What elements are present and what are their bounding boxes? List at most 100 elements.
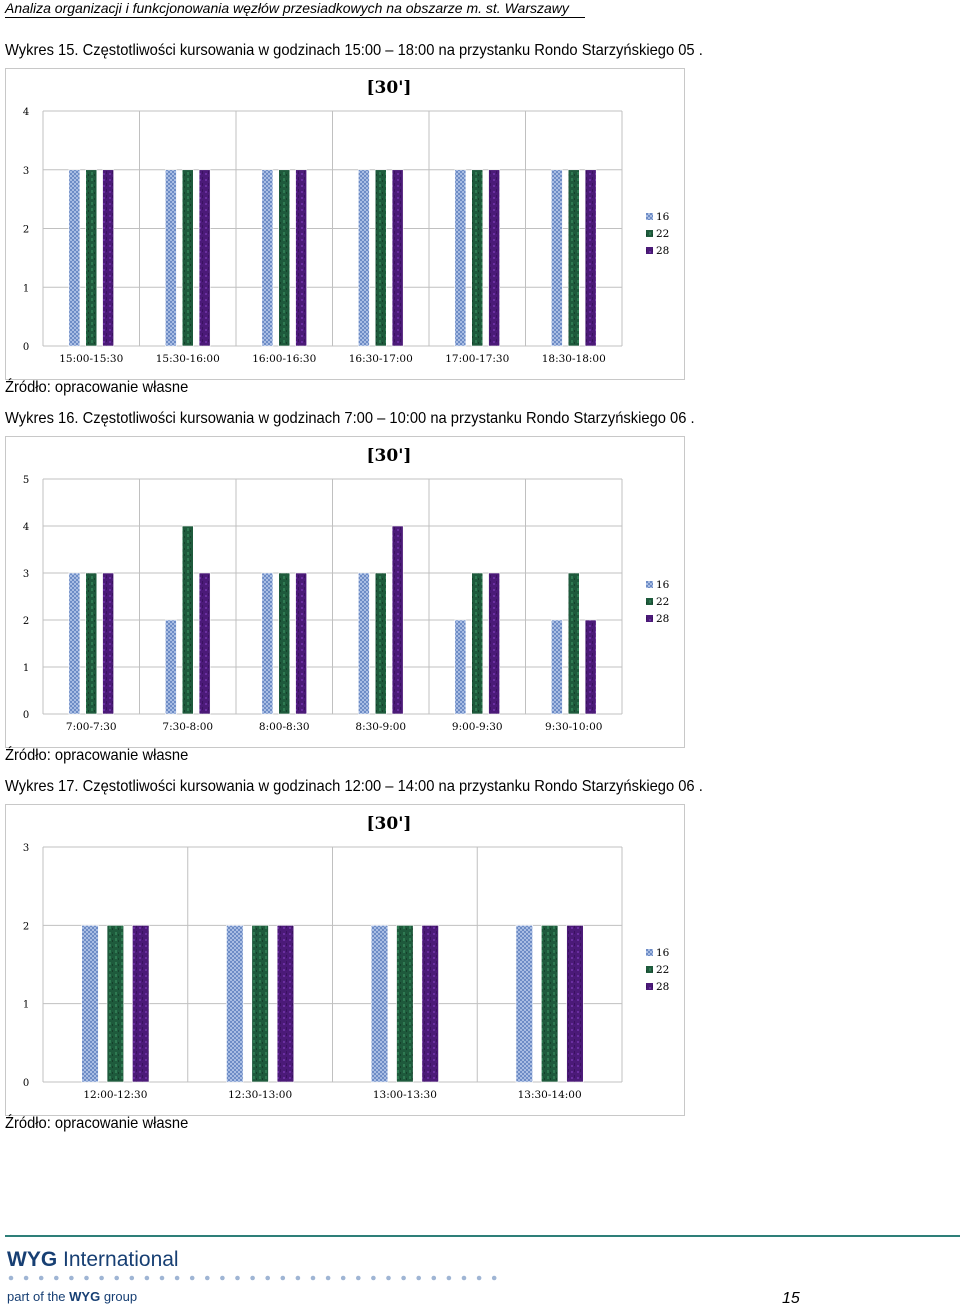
y-tick-label: 1: [23, 1000, 29, 1011]
logo-dot: [265, 1275, 271, 1281]
logo-dot: [446, 1275, 452, 1281]
legend-swatch-28: [646, 247, 653, 254]
y-tick-label: 1: [23, 663, 29, 674]
bar-28-15:00-15:30: [102, 169, 114, 347]
logo-dot: [310, 1275, 316, 1281]
x-tick-label: 8:00-8:30: [259, 721, 310, 733]
wyg-logo: WYG International: [7, 1248, 179, 1272]
chart-3-frame: [30'] 0 1 2 3 12:00-12:30 12:30-13:00 13:00-13:…: [5, 804, 685, 1116]
tagline-prefix: part of the: [7, 1289, 70, 1304]
logo-dot: [386, 1275, 391, 1281]
bar-16-18:30-18:00: [551, 169, 563, 347]
logo-dot: [129, 1275, 135, 1281]
logo-dot: [114, 1275, 119, 1281]
logo-dot: [8, 1275, 14, 1281]
bar-28-8:00-8:30: [295, 572, 307, 715]
bar-28-18:30-18:00: [584, 169, 597, 347]
x-tick-label: 17:00-17:30: [445, 353, 509, 365]
logo-brand-bold: WYG: [7, 1248, 58, 1271]
bar-22-15:00-15:30: [85, 169, 98, 347]
y-tick-label: 2: [23, 225, 29, 236]
bar-22-9:00-9:30: [471, 572, 484, 715]
logo-dot: [144, 1275, 150, 1281]
logo-dot: [159, 1275, 165, 1281]
bar-22-9:30-10:00: [567, 572, 580, 715]
chart-title: [30']: [367, 446, 412, 466]
y-tick-label: 0: [23, 710, 29, 721]
bar-22-7:30-8:00: [181, 525, 194, 715]
legend-label-16: 16: [656, 579, 670, 591]
x-tick-label: 13:00-13:30: [373, 1089, 437, 1101]
bar-22-16:00-16:30: [278, 169, 291, 347]
chart-2-source: Źródło: opracowanie własne: [5, 747, 189, 764]
chart-2-plot: [30'] 0 1 2 3 4 5 7:00-7:30 7:30-8:00 8:00-8:30 8:…: [23, 446, 670, 733]
bar-28-16:00-16:30: [295, 169, 307, 347]
chart-3-source: Źródło: opracowanie własne: [5, 1115, 189, 1132]
document-header: Analiza organizacji i funkcjonowania węz…: [5, 0, 585, 18]
footer-divider: [5, 1235, 960, 1237]
legend-label-22: 22: [656, 596, 669, 608]
bar-22-12:30-13:00: [251, 925, 269, 1083]
y-tick-label: 5: [23, 475, 29, 486]
chart-3-plot: [30'] 0 1 2 3 12:00-12:30 12:30-13:00 13:00-13:…: [23, 814, 670, 1101]
bar-16-8:30-9:00: [358, 572, 370, 715]
y-tick-label: 0: [23, 1078, 29, 1089]
y-tick-label: 3: [23, 569, 29, 580]
legend-swatch-22: [646, 966, 653, 973]
bar-22-7:00-7:30: [85, 572, 98, 715]
legend-swatch-22: [646, 230, 653, 237]
bar-22-15:30-16:00: [181, 169, 194, 347]
logo-dot: [491, 1275, 497, 1281]
page-number: 15: [782, 1290, 800, 1307]
logo-dot: [99, 1275, 104, 1281]
tagline-bold: WYG: [69, 1289, 101, 1304]
legend-label-28: 28: [656, 245, 669, 257]
bar-16-7:30-8:00: [165, 619, 177, 715]
x-tick-label: 7:30-8:00: [162, 721, 213, 733]
logo-dot: [371, 1275, 376, 1281]
logo-dot: [250, 1275, 255, 1281]
bar-28-9:00-9:30: [488, 572, 500, 715]
y-tick-label: 0: [23, 342, 29, 353]
bar-22-8:00-8:30: [278, 572, 291, 715]
y-tick-label: 2: [23, 616, 29, 627]
x-tick-label: 8:30-9:00: [355, 721, 406, 733]
x-tick-label: 16:00-16:30: [252, 353, 316, 365]
logo-dot: [325, 1275, 331, 1281]
bar-16-16:00-16:30: [261, 169, 274, 347]
bar-22-17:00-17:30: [471, 169, 484, 347]
logo-dot: [23, 1275, 29, 1281]
logo-dot: [38, 1275, 44, 1281]
bar-16-9:30-10:00: [551, 619, 563, 715]
bar-22-13:30-14:00: [541, 925, 559, 1083]
bar-16-9:00-9:30: [454, 619, 467, 715]
bar-28-12:00-12:30: [132, 925, 150, 1083]
y-tick-label: 4: [23, 522, 29, 533]
legend-label-28: 28: [656, 981, 669, 993]
bar-22-12:00-12:30: [106, 925, 124, 1083]
bar-28-12:30-13:00: [276, 925, 295, 1083]
logo-dot: [54, 1275, 59, 1281]
logo-dot: [220, 1275, 225, 1281]
logo-dot: [461, 1275, 467, 1281]
bar-28-13:00-13:30: [421, 925, 439, 1083]
chart-1-plot: [30'] 0 1 2 3 4 15:00-15:30 15:30-16:00 16:00-16…: [23, 78, 670, 365]
legend-swatch-28: [646, 615, 653, 622]
logo-dot: [476, 1275, 482, 1281]
legend-label-16: 16: [656, 211, 670, 223]
bar-16-12:30-13:00: [226, 925, 244, 1083]
bar-16-15:30-16:00: [165, 169, 177, 347]
logo-dot: [340, 1275, 346, 1281]
bar-28-7:30-8:00: [198, 572, 211, 715]
chart-1-frame: [30'] 0 1 2 3 4 15:00-15:30 15:30-16:00 16:00-16…: [5, 68, 685, 380]
bar-16-13:00-13:30: [370, 925, 389, 1083]
bar-22-18:30-18:00: [567, 169, 580, 347]
logo-dot: [205, 1275, 210, 1281]
chart-2-frame: [30'] 0 1 2 3 4 5 7:00-7:30 7:30-8:00 8:00-8:30 8:…: [5, 436, 685, 748]
bar-28-16:30-17:00: [391, 169, 404, 347]
bar-16-13:30-14:00: [515, 925, 533, 1083]
legend-swatch-22: [646, 598, 653, 605]
chart-1-source: Źródło: opracowanie własne: [5, 379, 189, 396]
legend-swatch-16: [646, 581, 653, 588]
logo-dot: [431, 1275, 437, 1281]
